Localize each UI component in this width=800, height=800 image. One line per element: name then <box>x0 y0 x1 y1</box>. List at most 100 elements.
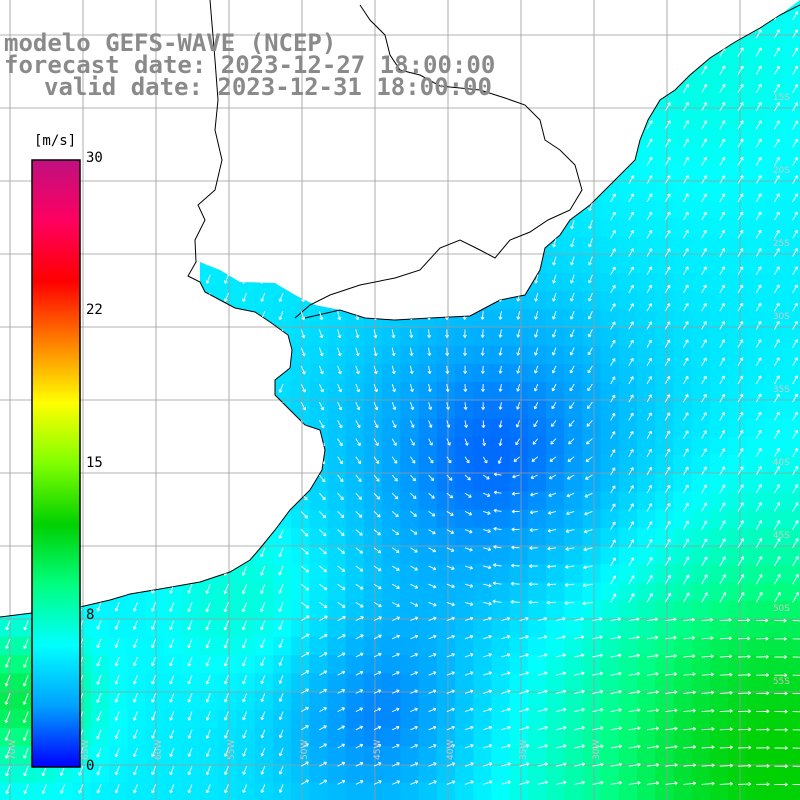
wind-arrow-icon <box>610 485 616 494</box>
wind-arrow-icon <box>529 564 538 569</box>
wind-arrow-icon <box>628 248 634 257</box>
wind-arrow-icon <box>319 670 328 676</box>
wind-arrow-icon <box>278 747 284 757</box>
wind-arrow-icon <box>114 766 120 776</box>
wind-arrow-icon <box>205 766 211 776</box>
wind-arrow-icon <box>737 266 744 276</box>
wind-arrow-icon <box>428 616 437 622</box>
wind-arrow-icon <box>719 727 733 732</box>
wind-arrow-icon <box>646 690 659 695</box>
wind-arrow-icon <box>501 743 511 749</box>
wind-arrow-icon <box>391 565 400 571</box>
wind-arrow-icon <box>318 365 324 375</box>
wind-arrow-icon <box>169 638 175 649</box>
wind-arrow-icon <box>391 602 400 607</box>
wind-arrow-icon <box>646 266 653 276</box>
wind-arrow-icon <box>737 448 744 458</box>
wind-arrow-icon <box>774 83 780 94</box>
wind-arrow-icon <box>646 744 660 749</box>
wind-arrow-icon <box>701 339 707 348</box>
wind-arrow-icon <box>373 565 382 572</box>
wind-arrow-icon <box>665 672 678 677</box>
wind-arrow-icon <box>756 618 769 623</box>
wind-arrow-icon <box>337 402 343 411</box>
wind-arrow-icon <box>464 743 474 749</box>
wind-arrow-icon <box>373 365 378 375</box>
colorbar-tick-0: 0 <box>86 758 95 774</box>
wind-arrow-icon <box>501 780 511 785</box>
wind-arrow-icon <box>169 784 175 794</box>
wind-arrow-icon <box>755 538 763 549</box>
wind-arrow-icon <box>4 711 11 724</box>
wind-arrow-icon <box>583 565 593 570</box>
wind-arrow-icon <box>755 175 762 185</box>
wind-arrow-icon <box>664 321 671 330</box>
wind-arrow-icon <box>410 456 416 464</box>
wind-arrow-icon <box>391 492 399 500</box>
wind-arrow-icon <box>373 652 382 658</box>
wind-arrow-icon <box>587 311 593 320</box>
wind-arrow-icon <box>737 393 744 403</box>
wind-arrow-icon <box>391 365 396 375</box>
wind-arrow-icon <box>646 211 653 221</box>
wind-arrow-icon <box>492 599 502 604</box>
wind-arrow-icon <box>464 762 474 767</box>
colorbar-tick-8: 8 <box>86 607 95 623</box>
wind-arrow-icon <box>242 711 248 721</box>
wind-arrow-icon <box>337 707 345 712</box>
wind-arrow-icon <box>373 689 382 694</box>
wind-arrow-icon <box>278 711 284 720</box>
wind-arrow-icon <box>260 584 266 594</box>
wind-arrow-icon <box>355 761 364 767</box>
wind-arrow-icon <box>737 556 744 567</box>
wind-arrow-icon <box>646 248 653 257</box>
wind-arrow-icon <box>493 490 502 495</box>
wind-arrow-icon <box>446 601 455 607</box>
wind-arrow-icon <box>701 781 715 786</box>
wind-arrow-icon <box>737 709 752 714</box>
wind-arrow-icon <box>756 745 770 750</box>
wind-arrow-icon <box>278 693 284 702</box>
wind-arrow-icon <box>319 707 327 712</box>
wind-arrow-icon <box>498 311 503 320</box>
wind-arrow-icon <box>610 358 616 367</box>
wind-arrow-icon <box>737 211 744 221</box>
wind-arrow-icon <box>260 693 266 703</box>
wind-arrow-icon <box>701 229 707 239</box>
wind-arrow-icon <box>428 707 437 713</box>
wind-arrow-icon <box>391 474 398 482</box>
wind-arrow-icon <box>392 725 400 731</box>
wind-arrow-icon <box>774 655 788 660</box>
wind-arrow-icon <box>756 654 769 659</box>
wind-arrow-icon <box>278 584 284 594</box>
wind-arrow-icon <box>756 764 770 769</box>
wind-arrow-icon <box>737 375 744 385</box>
wind-arrow-icon <box>224 292 229 302</box>
wind-arrow-icon <box>792 284 798 294</box>
wind-arrow-icon <box>428 780 437 785</box>
wind-arrow-icon <box>592 762 604 767</box>
wind-arrow-icon <box>665 763 678 768</box>
wind-arrow-icon <box>737 156 744 166</box>
wind-arrow-icon <box>96 620 102 630</box>
wind-arrow-icon <box>628 412 634 421</box>
wind-arrow-icon <box>774 393 780 403</box>
wind-arrow-icon <box>719 357 725 367</box>
wind-arrow-icon <box>792 83 799 94</box>
wind-arrow-icon <box>646 592 653 603</box>
wind-arrow-icon <box>755 156 762 166</box>
wind-arrow-icon <box>737 357 744 367</box>
wind-arrow-icon <box>719 466 726 476</box>
wind-arrow-icon <box>511 527 520 532</box>
wind-arrow-icon <box>628 617 640 622</box>
wind-arrow-icon <box>410 601 419 607</box>
wind-arrow-icon <box>355 438 361 447</box>
wind-arrow-icon <box>792 538 799 549</box>
wind-arrow-icon <box>373 780 382 785</box>
wind-arrow-icon <box>774 484 780 494</box>
wind-arrow-icon <box>546 600 557 605</box>
wind-arrow-icon <box>574 653 585 658</box>
wind-arrow-icon <box>628 467 634 476</box>
wind-arrow-icon <box>610 521 616 530</box>
wind-arrow-icon <box>187 784 193 794</box>
